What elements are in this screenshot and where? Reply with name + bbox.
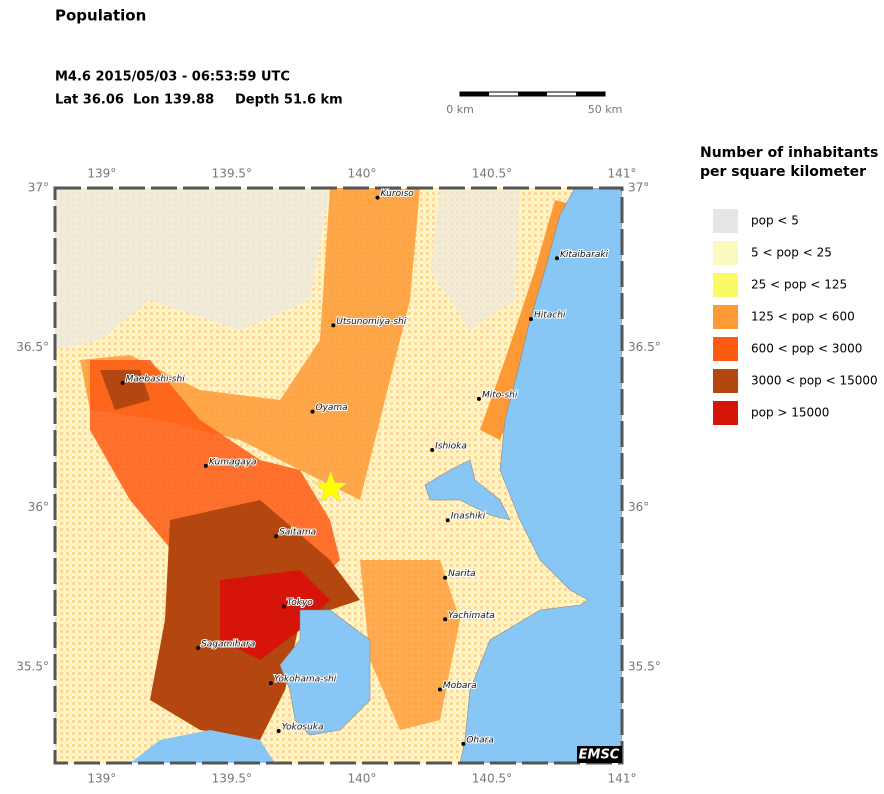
city-label: Ohara [466, 735, 494, 745]
city-label: Maebashi-shi [126, 374, 186, 384]
legend-swatch [713, 305, 738, 329]
city-label: Oyama [315, 403, 347, 413]
city-dot [437, 687, 442, 692]
title: Population [55, 7, 146, 25]
legend-label: 5 < pop < 25 [751, 246, 832, 260]
city-dot [331, 323, 336, 328]
city-dot [554, 256, 559, 261]
city-dot [274, 534, 279, 539]
legend-label: 125 < pop < 600 [751, 310, 855, 324]
lat-tick-label: 36.5° [628, 340, 661, 354]
lon-tick-label: 140° [347, 772, 376, 786]
city-dot [476, 396, 481, 401]
scale-start: 0 km [446, 103, 474, 116]
map [55, 188, 622, 763]
lat-tick-label: 36° [628, 500, 649, 514]
legend-swatch [713, 401, 738, 425]
lat-tick-label: 35.5° [16, 660, 49, 674]
legend-label: 3000 < pop < 15000 [751, 374, 878, 388]
legend-label: 25 < pop < 125 [751, 278, 847, 292]
city-dot [375, 195, 380, 200]
city-label: Yokohama-shi [274, 675, 337, 685]
lon-tick-label: 139.5° [212, 772, 252, 786]
event: M4.6 2015/05/03 - 06:53:59 UTC [55, 70, 290, 85]
credit-box [577, 746, 622, 763]
city-label: Yachimata [448, 611, 495, 621]
legend-title: per square kilometer [700, 164, 866, 180]
legend-label: pop > 15000 [751, 406, 829, 420]
lake [424, 459, 511, 521]
legend-swatch [713, 369, 738, 393]
credit: EMSC [579, 748, 620, 763]
city-dot [310, 409, 315, 414]
city-label: Hitachi [534, 310, 566, 320]
city-dot [276, 729, 281, 734]
city-dot [430, 447, 435, 452]
tokyo-bay [279, 609, 371, 736]
city-label: Yokosuka [282, 723, 324, 733]
legend-label: 600 < pop < 3000 [751, 342, 862, 356]
lon-tick-label: 140.5° [472, 167, 512, 181]
city-dot [268, 681, 273, 686]
lon-tick-label: 141° [608, 772, 637, 786]
legend-label: pop < 5 [751, 214, 799, 228]
city-label: Ishioka [435, 441, 467, 451]
lon-tick-label: 139° [87, 167, 116, 181]
lon-tick-label: 139° [87, 772, 116, 786]
city-label: Mobara [443, 681, 477, 691]
city-dot [443, 617, 448, 622]
lat-tick-label: 36.5° [16, 340, 49, 354]
lon-tick-label: 140° [347, 167, 376, 181]
city-dot [528, 316, 533, 321]
lat-tick-label: 37° [28, 181, 49, 195]
city-label: Kitaibaraki [560, 250, 609, 260]
legend-swatch [713, 337, 738, 361]
city-dot [120, 380, 125, 385]
city-label: Kumagaya [209, 457, 257, 467]
sagami-bay [130, 730, 275, 763]
city-label: Tokyo [287, 598, 313, 608]
city-dot [196, 646, 201, 650]
city-dot [281, 604, 286, 609]
legend-swatch [713, 209, 738, 233]
scale-end: 50 km [588, 103, 623, 116]
city-label: Sagamihara [201, 640, 255, 650]
lat-tick-label: 36° [28, 500, 49, 514]
lon: Lon 139.88 [133, 93, 214, 108]
lat-tick-label: 37° [628, 181, 649, 195]
city-label: Kuroiso [381, 189, 415, 199]
city-label: Narita [448, 569, 476, 579]
depth: Depth 51.6 km [235, 93, 343, 108]
lon-tick-label: 139.5° [212, 167, 252, 181]
city-dot [443, 575, 448, 580]
scale-bar: 0 km 50 km [446, 91, 623, 116]
legend-swatch [713, 241, 738, 265]
lon-tick-label: 140.5° [472, 772, 512, 786]
epicenter [313, 470, 348, 503]
lat-tick-label: 35.5° [628, 660, 661, 674]
city-dot [445, 518, 450, 523]
city-label: Utsunomiya-shi [336, 317, 406, 327]
city-dot [203, 463, 208, 468]
city-label: Mito-shi [482, 390, 518, 400]
city-dot [461, 741, 466, 746]
map-frame [53, 186, 624, 765]
legend-swatch [713, 273, 738, 297]
sea [459, 188, 622, 763]
city-label: Inashiki [451, 512, 486, 522]
legend-title: Number of inhabitants [700, 145, 878, 161]
lon-tick-label: 141° [608, 167, 637, 181]
city-label: Saitama [279, 528, 316, 538]
lat: Lat 36.06 [55, 93, 124, 108]
